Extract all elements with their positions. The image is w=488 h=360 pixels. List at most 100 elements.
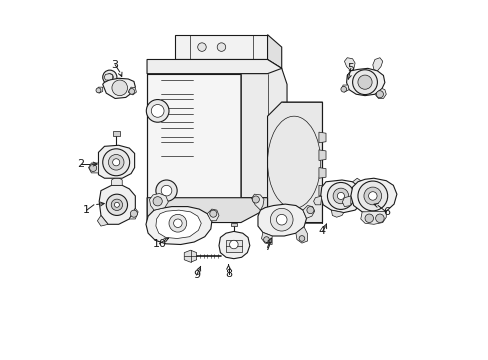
Polygon shape (96, 87, 102, 93)
Polygon shape (318, 132, 325, 143)
Polygon shape (267, 35, 281, 68)
Polygon shape (352, 178, 360, 187)
Circle shape (106, 194, 127, 215)
Ellipse shape (267, 116, 320, 208)
Polygon shape (350, 178, 396, 214)
Polygon shape (225, 240, 241, 252)
Circle shape (102, 149, 129, 176)
Polygon shape (318, 185, 325, 196)
Polygon shape (295, 227, 307, 243)
Text: 9: 9 (193, 270, 200, 280)
Ellipse shape (285, 146, 303, 178)
Polygon shape (313, 196, 321, 205)
Polygon shape (251, 194, 264, 210)
Text: 1: 1 (83, 205, 90, 215)
Polygon shape (331, 210, 343, 217)
Circle shape (337, 192, 344, 199)
Polygon shape (360, 211, 386, 224)
Circle shape (102, 70, 117, 84)
Circle shape (197, 43, 206, 51)
Circle shape (340, 86, 346, 92)
Polygon shape (219, 231, 249, 259)
Polygon shape (318, 150, 325, 161)
Polygon shape (104, 74, 112, 80)
Circle shape (89, 165, 97, 171)
Polygon shape (129, 208, 138, 219)
Polygon shape (318, 168, 325, 178)
Circle shape (151, 104, 163, 117)
Circle shape (229, 240, 238, 249)
Polygon shape (145, 207, 211, 244)
Circle shape (130, 210, 137, 217)
Circle shape (173, 219, 182, 228)
Text: 7: 7 (264, 242, 270, 252)
Polygon shape (372, 58, 382, 71)
Text: 4: 4 (318, 226, 325, 237)
Polygon shape (344, 58, 354, 71)
Circle shape (112, 80, 127, 96)
Polygon shape (102, 78, 135, 99)
Circle shape (169, 215, 186, 232)
Polygon shape (88, 163, 98, 173)
Polygon shape (320, 180, 363, 213)
Polygon shape (112, 131, 120, 136)
Circle shape (146, 100, 169, 122)
Polygon shape (303, 206, 314, 218)
Circle shape (111, 199, 122, 211)
Circle shape (352, 70, 377, 95)
Circle shape (376, 91, 383, 98)
Polygon shape (147, 59, 281, 84)
Circle shape (332, 188, 348, 204)
Circle shape (161, 185, 171, 196)
Polygon shape (149, 193, 168, 210)
Polygon shape (156, 210, 201, 238)
Circle shape (368, 192, 376, 200)
Circle shape (153, 197, 162, 206)
Circle shape (299, 236, 304, 241)
Circle shape (357, 181, 387, 211)
Circle shape (276, 215, 286, 225)
Text: 8: 8 (224, 269, 232, 279)
Circle shape (114, 202, 119, 207)
Text: 10: 10 (152, 239, 166, 249)
Polygon shape (99, 185, 135, 224)
Circle shape (217, 43, 225, 51)
Polygon shape (128, 87, 136, 95)
Circle shape (364, 214, 373, 222)
Polygon shape (374, 89, 386, 99)
Polygon shape (147, 198, 267, 222)
Circle shape (112, 159, 120, 166)
Circle shape (263, 237, 269, 242)
Polygon shape (175, 35, 267, 59)
Circle shape (363, 187, 381, 205)
Circle shape (270, 208, 292, 231)
Text: 2: 2 (77, 159, 84, 169)
Circle shape (106, 74, 113, 81)
Circle shape (129, 89, 134, 94)
Polygon shape (111, 176, 122, 185)
Ellipse shape (274, 127, 313, 198)
Circle shape (156, 180, 177, 201)
Polygon shape (230, 223, 236, 226)
Circle shape (375, 214, 384, 222)
Polygon shape (184, 250, 196, 262)
Circle shape (108, 154, 124, 170)
Circle shape (96, 88, 101, 93)
Polygon shape (267, 102, 322, 222)
Circle shape (306, 207, 313, 214)
Circle shape (252, 196, 259, 203)
Polygon shape (346, 68, 384, 96)
Polygon shape (241, 68, 286, 198)
Polygon shape (98, 145, 134, 178)
Polygon shape (258, 204, 306, 236)
Polygon shape (147, 74, 241, 198)
Text: 6: 6 (382, 207, 389, 217)
Polygon shape (341, 85, 348, 92)
Polygon shape (97, 215, 108, 226)
Text: 3: 3 (111, 60, 119, 70)
Polygon shape (342, 196, 350, 207)
Circle shape (327, 183, 354, 210)
Circle shape (357, 75, 371, 89)
Text: 5: 5 (346, 63, 354, 73)
Polygon shape (207, 209, 219, 221)
